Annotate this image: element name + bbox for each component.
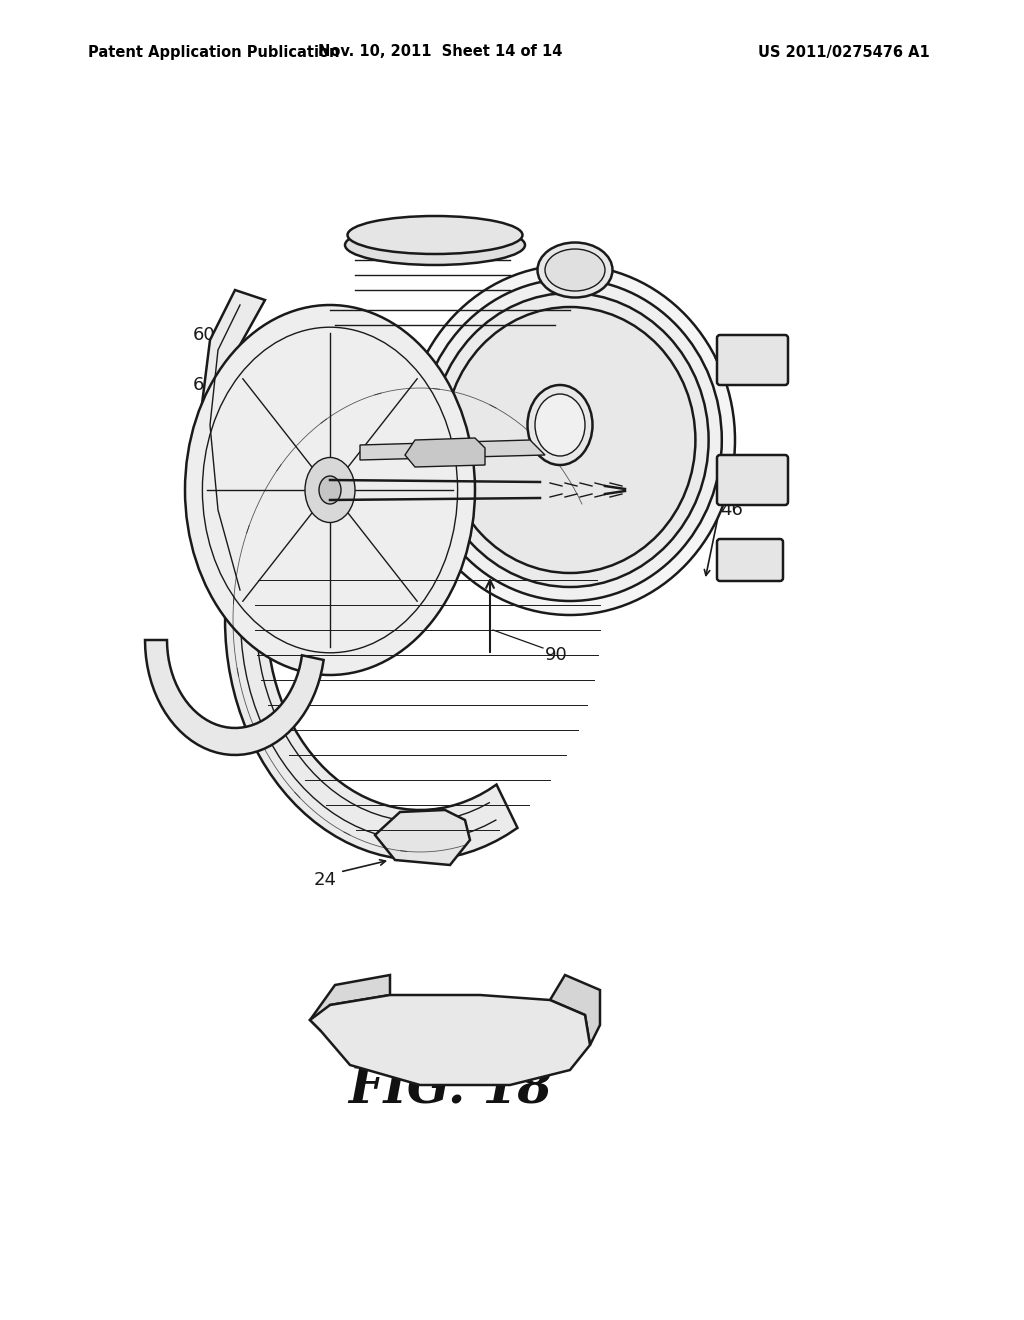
Ellipse shape — [319, 477, 341, 504]
Ellipse shape — [418, 279, 722, 601]
Ellipse shape — [345, 224, 525, 265]
Text: US 2011/0275476 A1: US 2011/0275476 A1 — [758, 45, 930, 59]
Text: FIG. 18: FIG. 18 — [348, 1065, 552, 1114]
Text: 48: 48 — [720, 343, 742, 360]
FancyBboxPatch shape — [717, 539, 783, 581]
Ellipse shape — [538, 243, 612, 297]
Polygon shape — [375, 810, 470, 865]
Ellipse shape — [545, 249, 605, 290]
Polygon shape — [225, 380, 597, 859]
Ellipse shape — [527, 385, 593, 465]
Polygon shape — [550, 975, 600, 1045]
Text: 90: 90 — [545, 645, 567, 664]
Polygon shape — [406, 438, 485, 467]
Polygon shape — [310, 975, 390, 1030]
Ellipse shape — [406, 265, 735, 615]
Polygon shape — [145, 640, 324, 755]
FancyBboxPatch shape — [717, 455, 788, 506]
Ellipse shape — [305, 458, 355, 523]
Polygon shape — [360, 440, 545, 459]
Ellipse shape — [185, 305, 475, 675]
FancyBboxPatch shape — [717, 335, 788, 385]
Text: 64: 64 — [193, 376, 216, 393]
Polygon shape — [200, 290, 265, 601]
Text: 46: 46 — [720, 502, 742, 519]
Text: Nov. 10, 2011  Sheet 14 of 14: Nov. 10, 2011 Sheet 14 of 14 — [317, 45, 562, 59]
Ellipse shape — [444, 308, 695, 573]
Text: 60: 60 — [193, 326, 216, 345]
Text: Patent Application Publication: Patent Application Publication — [88, 45, 340, 59]
Ellipse shape — [535, 393, 585, 455]
Text: 24: 24 — [313, 871, 337, 888]
Ellipse shape — [347, 216, 522, 253]
Text: 62: 62 — [193, 471, 216, 488]
Polygon shape — [310, 995, 590, 1085]
Ellipse shape — [431, 293, 709, 587]
